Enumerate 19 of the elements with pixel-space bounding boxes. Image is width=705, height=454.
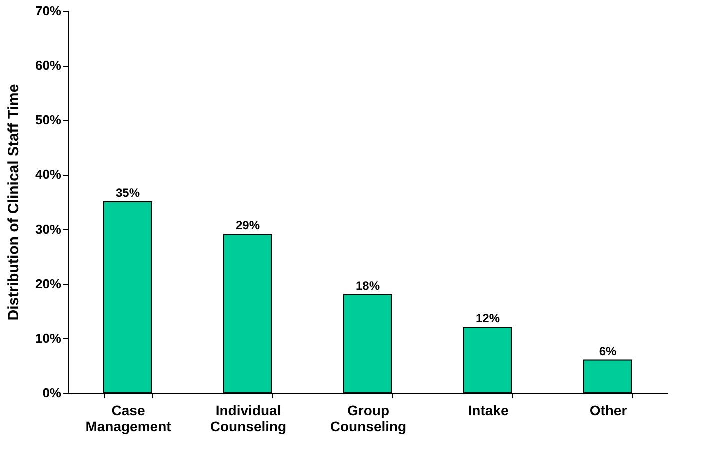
- x-tick-label: Other: [590, 402, 628, 418]
- data-label: 18%: [356, 278, 380, 293]
- y-axis-title: Distribution of Clinical Staff Time: [5, 84, 22, 321]
- data-label: 12%: [476, 312, 500, 326]
- y-tick-label: 0%: [42, 386, 62, 400]
- y-tick-label: 20%: [35, 276, 62, 292]
- data-label: 35%: [116, 186, 140, 200]
- data-label: 6%: [599, 344, 617, 358]
- y-tick-label: 60%: [35, 58, 62, 74]
- y-tick-label: 10%: [35, 330, 62, 346]
- x-tick-label: Group Counseling: [330, 402, 407, 434]
- data-label: 29%: [236, 218, 260, 233]
- y-tick-label: 40%: [35, 167, 62, 182]
- y-tick-label: 50%: [35, 112, 62, 128]
- x-tick-label: Case Management: [86, 402, 172, 434]
- y-tick-label: 70%: [35, 4, 62, 18]
- x-tick-label: Intake: [468, 402, 509, 418]
- y-tick-label: 30%: [35, 222, 62, 237]
- x-tick-label: Individual Counseling: [210, 402, 287, 434]
